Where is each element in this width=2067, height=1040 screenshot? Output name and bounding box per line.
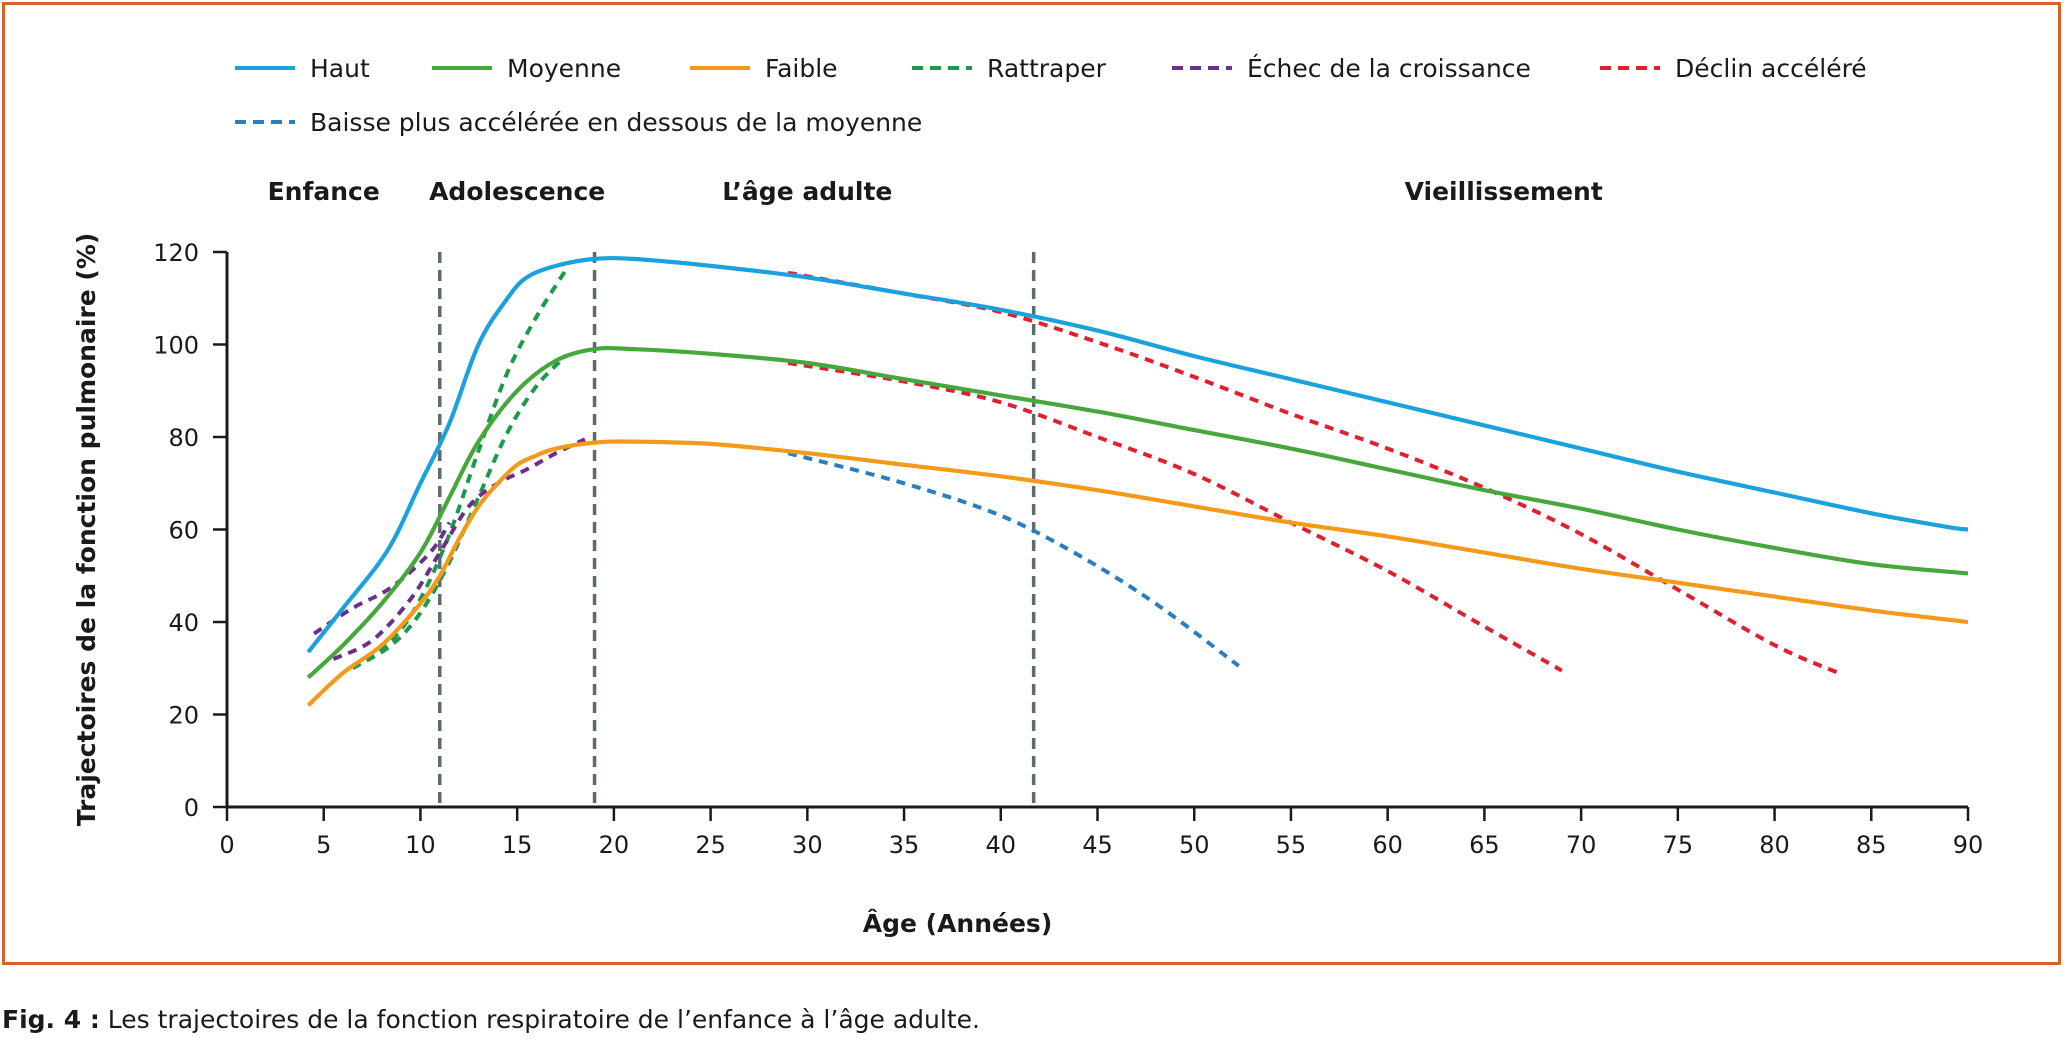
series-line-faible	[306, 439, 1969, 707]
y-tick-label: 0	[184, 794, 199, 822]
x-tick-label: 85	[1856, 831, 1887, 859]
x-tick-label: 50	[1179, 831, 1210, 859]
series-line-rattraper	[351, 269, 568, 670]
series-line-baisse-plus-acceleree-en-dessous-de-la-moyenne	[787, 451, 1240, 668]
series-line-rattraper	[351, 354, 567, 671]
x-tick-label: 0	[219, 831, 234, 859]
series-line-moyenne	[306, 345, 1969, 680]
phase-label-l-age-adulte: L’âge adulte	[722, 177, 892, 206]
y-axis-title: Trajectoires de la fonction pulmonaire (…	[72, 233, 101, 827]
x-tick-label: 40	[986, 831, 1017, 859]
y-tick-label: 20	[168, 702, 199, 730]
series-line-haut	[306, 255, 1969, 654]
x-tick-label: 65	[1469, 831, 1500, 859]
caption-text: Les trajectoires de la fonction respirat…	[99, 1005, 980, 1034]
series-line-echec-de-la-croissance	[332, 437, 586, 661]
x-tick-label: 35	[889, 831, 920, 859]
series-lines	[306, 255, 1969, 707]
phase-labels: Enfance Adolescence L’âge adulte Vieillisse…	[268, 177, 1603, 206]
y-tick-label: 120	[153, 239, 199, 267]
x-tick-label: 45	[1082, 831, 1113, 859]
phase-boundaries	[438, 252, 1036, 807]
figure-caption: Fig. 4 : Les trajectoires de la fonction…	[2, 1005, 980, 1034]
legend-label-haut: Haut	[310, 54, 370, 83]
x-tick-label: 70	[1566, 831, 1597, 859]
figure-frame	[2, 2, 2061, 965]
x-tick-label: 5	[316, 831, 331, 859]
legend: Haut Moyenne Faible Rattraper Échec de la cr…	[235, 54, 1867, 137]
chart: Haut Moyenne Faible Rattraper Échec de la cr…	[72, 54, 1983, 938]
x-tick-label: 20	[599, 831, 630, 859]
x-tick-label: 80	[1759, 831, 1790, 859]
legend-label-echec-de-la-croissance: Échec de la croissance	[1247, 54, 1531, 83]
axes: 0 5 10 15 20 25 30 35 40 45 50 55 60 65 70 75 80 85 90 0 20 4…	[72, 233, 1983, 938]
caption-label: Fig. 4 :	[2, 1005, 100, 1034]
phase-label-adolescence: Adolescence	[429, 177, 605, 206]
x-tick-label: 90	[1953, 831, 1984, 859]
legend-label-moyenne: Moyenne	[507, 54, 621, 83]
x-tick-label: 75	[1663, 831, 1694, 859]
y-tick-label: 40	[168, 609, 199, 637]
x-tick-label: 25	[695, 831, 726, 859]
legend-label-rattraper: Rattraper	[987, 54, 1107, 83]
phase-label-vieillissement: Vieillissement	[1405, 177, 1603, 206]
series-line-declin-accelere	[787, 361, 1563, 673]
y-tick-label: 60	[168, 517, 199, 545]
x-tick-label: 10	[405, 831, 436, 859]
x-tick-label: 15	[502, 831, 533, 859]
legend-label-faible: Faible	[765, 54, 838, 83]
phase-label-enfance: Enfance	[268, 177, 380, 206]
legend-label-baisse-plus-acceleree-en-dessous-de-la-moyenne: Baisse plus accélérée en dessous de la m…	[310, 108, 922, 137]
x-tick-label: 30	[792, 831, 823, 859]
legend-label-declin-accelere: Déclin accéléré	[1675, 54, 1867, 83]
x-axis-title: Âge (Années)	[863, 909, 1053, 938]
x-tick-label: 60	[1372, 831, 1403, 859]
x-tick-label: 55	[1276, 831, 1307, 859]
y-tick-label: 100	[153, 332, 199, 360]
y-tick-label: 80	[168, 424, 199, 452]
